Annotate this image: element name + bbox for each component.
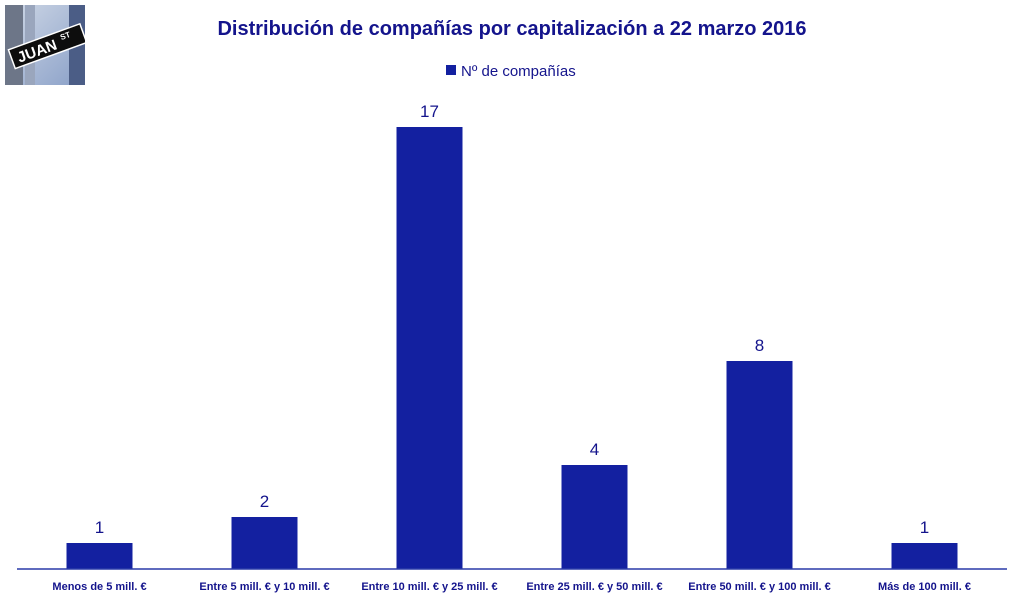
x-tick-label-2: Entre 5 mill. € y 10 mill. € [199,581,329,593]
legend: Nº de compañías [446,63,576,80]
juan-st-logo: JUAN ST [5,5,85,85]
x-tick-label-5: Entre 50 mill. € y 100 mill. € [688,581,830,593]
x-tick-label-3: Entre 10 mill. € y 25 mill. € [361,581,497,593]
data-label-5: 8 [755,336,764,355]
data-labels-group: 1 2 17 4 8 1 [95,102,929,537]
data-label-6: 1 [920,518,929,537]
x-tick-label-4: Entre 25 mill. € y 50 mill. € [526,581,662,593]
data-label-4: 4 [590,440,599,459]
bar-2 [231,517,298,569]
x-tick-label-6: Más de 100 mill. € [878,581,971,593]
chart-title: Distribución de compañías por capitaliza… [217,18,806,40]
data-label-3: 17 [420,102,439,121]
bar-1 [66,543,133,569]
bar-6 [891,543,958,569]
data-label-2: 2 [260,492,269,511]
legend-label: Nº de compañías [461,63,576,80]
x-tick-label-1: Menos de 5 mill. € [52,581,146,593]
bar-5 [726,361,793,569]
data-label-1: 1 [95,518,104,537]
bar-4 [561,465,628,569]
tick-labels-group: Menos de 5 mill. € Entre 5 mill. € y 10 m… [52,581,971,593]
legend-swatch [446,65,456,75]
bars-group [66,127,958,569]
logo-superscript: ST [59,30,72,42]
bar-3 [396,127,463,569]
